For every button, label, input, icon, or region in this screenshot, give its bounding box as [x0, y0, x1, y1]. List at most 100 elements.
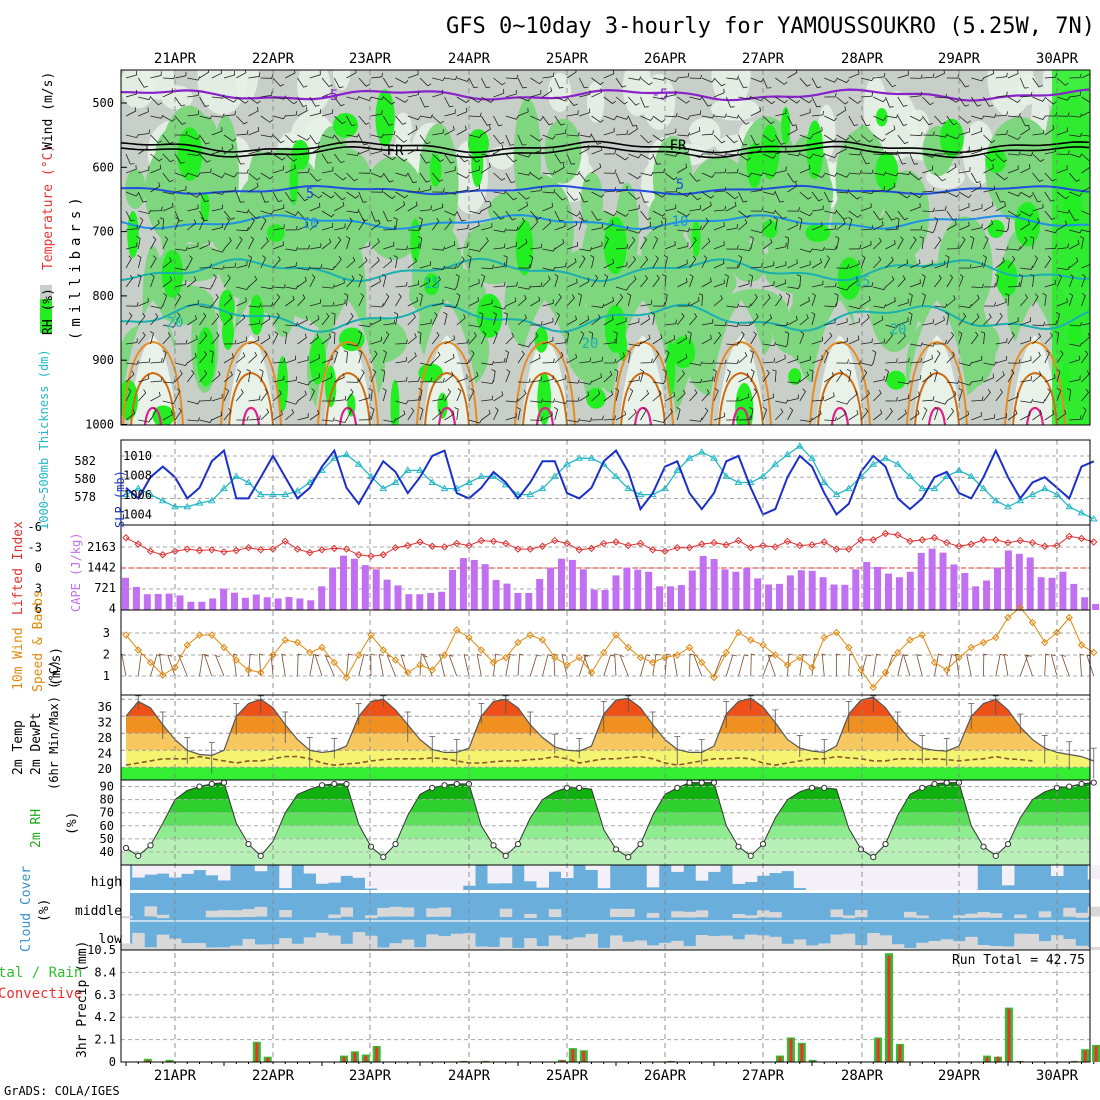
date-label-top: 29APR: [938, 51, 981, 67]
wind-barb: [162, 257, 172, 269]
wind-barb: [652, 418, 666, 423]
wind-barb: [419, 185, 432, 193]
rh-bright-patch: [691, 220, 701, 257]
wind-barb: [726, 114, 740, 119]
wind-barb: [775, 242, 787, 250]
cape-bar: [917, 552, 925, 610]
wind-barb: [995, 312, 1003, 326]
wind-barb: [566, 210, 580, 217]
wind-barb: [456, 338, 469, 345]
wind-barb: [701, 407, 709, 421]
cloud-low-gap: [499, 937, 513, 950]
rh-mid-patch: [867, 234, 907, 282]
wind-barb: [652, 168, 665, 174]
wind-barb: [785, 293, 791, 307]
wind-barb: [394, 312, 399, 326]
wind-barb: [591, 146, 603, 155]
wind-barb: [174, 362, 188, 367]
freezing-level: [121, 145, 1090, 159]
wind-barb: [885, 210, 896, 221]
wind-barb: [677, 353, 688, 364]
wind-barb: [811, 280, 824, 288]
wind-barb: [713, 412, 725, 421]
wind-barb: [407, 377, 420, 383]
wind-barb: [662, 369, 667, 383]
wind-barb: [775, 354, 786, 364]
wind-barb: [909, 342, 923, 347]
cape-bar: [481, 564, 489, 610]
wind-barb: [811, 110, 824, 117]
wind-barb: [444, 153, 455, 164]
wind-barb: [640, 334, 651, 345]
wind-barb: [380, 369, 386, 383]
wind-barb: [566, 315, 577, 326]
cape-bar: [928, 548, 936, 610]
wind-barb: [713, 388, 719, 402]
wind-barb: [885, 276, 895, 288]
li-point: [330, 544, 338, 553]
cloud-high-clear: [1051, 865, 1064, 876]
li-point: [551, 536, 559, 545]
wind-barb: [321, 265, 335, 271]
wind-barb: [247, 254, 253, 269]
temp-ylabel-2: 2m DewPt: [29, 712, 44, 775]
precip-run-total: Run Total = 42.75: [952, 953, 1085, 968]
wind-barb: [799, 417, 813, 422]
wind-barb: [395, 191, 409, 199]
li-point: [1065, 532, 1073, 541]
rh-point: [870, 854, 877, 861]
wind-barb: [933, 368, 938, 383]
wind-barb: [407, 90, 420, 98]
thickness-point: [844, 484, 853, 492]
date-label-bottom: 29APR: [938, 1068, 981, 1084]
wind-barb: [468, 371, 479, 383]
rh-bright-patch: [875, 107, 888, 127]
cloud-low-gap: [536, 946, 549, 950]
wind-barb: [1079, 236, 1084, 250]
wind-barb: [162, 276, 173, 288]
cape-bar: [961, 572, 969, 610]
wind-barb: [701, 359, 715, 365]
wind-barb: [285, 295, 295, 307]
wind-barb-10m: [233, 653, 238, 677]
isotherm-contours: [121, 88, 1090, 425]
wind-barb: [725, 96, 735, 108]
li-point: [857, 536, 865, 544]
wind-barb: [1069, 322, 1082, 327]
rh-surface-dome-core: [913, 335, 961, 425]
panel-frame: [120, 609, 1091, 696]
wind-barb: [517, 378, 531, 383]
precip-ylabel-2: Convective: [0, 986, 82, 1002]
wind-barb: [542, 170, 556, 175]
isotherm-30: [522, 371, 568, 425]
wind-barb: [995, 153, 1008, 163]
precip-conv-bar: [811, 1060, 815, 1062]
wind-barb: [260, 255, 266, 269]
wind-barb: [811, 77, 822, 89]
wind-barb: [346, 235, 351, 250]
rh-point: [857, 846, 865, 853]
wind-barb: [860, 189, 874, 194]
temp-minmax-bar: [894, 711, 901, 742]
contour-label: 10: [672, 214, 689, 230]
wind-barb: [1081, 273, 1086, 288]
wind-barb: [417, 331, 422, 345]
wind-barb: [970, 331, 979, 345]
rh-light-patch: [234, 70, 259, 102]
wind-barb: [260, 74, 274, 79]
precip-conv-bar: [364, 1055, 368, 1062]
wind-barb: [689, 172, 701, 182]
wind-speed-point: [330, 658, 338, 667]
wind-barb: [799, 331, 805, 345]
wind-barb: [309, 70, 321, 79]
wind-barb: [297, 191, 309, 202]
wind-speed-point: [134, 646, 142, 654]
wind-barb: [530, 218, 539, 231]
wind-barb: [748, 274, 754, 288]
wind-barb: [285, 210, 299, 216]
cape-bar: [1048, 577, 1056, 610]
wind-barb: [174, 115, 186, 125]
wind-barb: [235, 191, 245, 203]
wind-barb: [260, 115, 274, 123]
wind-barb: [444, 125, 455, 136]
